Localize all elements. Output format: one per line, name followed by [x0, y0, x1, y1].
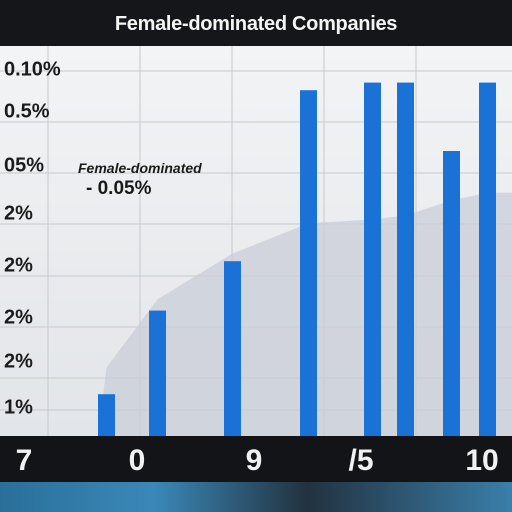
bar-7: [479, 82, 496, 436]
y-tick-label-3: 2%: [4, 202, 33, 225]
annotation-value: - 0.05%: [86, 178, 152, 199]
bar-0: [98, 394, 115, 436]
y-tick-label-5: 2%: [4, 306, 33, 329]
x-tick-label-0: 7: [15, 444, 33, 477]
bar-1: [149, 310, 166, 436]
bar-3: [300, 90, 317, 436]
y-tick-label-6: 2%: [4, 350, 33, 373]
title-bar: Female-dominated Companies: [0, 0, 512, 46]
x-tick-label-2: 9: [245, 444, 263, 477]
x-tick-label-4: 10: [465, 444, 499, 477]
y-tick-label-7: 1%: [4, 396, 33, 419]
x-tick-label-1: 0: [128, 444, 146, 477]
y-tick-label-2: 05%: [4, 154, 45, 177]
bar-5: [397, 82, 414, 436]
annotation-label: Female-dominated: [78, 160, 202, 176]
x-axis: [0, 436, 512, 482]
plot-area: [0, 46, 512, 436]
annotation: Female-dominated - 0.05%: [78, 160, 202, 200]
y-tick-label-4: 2%: [4, 254, 33, 277]
chart-title: Female-dominated Companies: [114, 13, 398, 35]
plot-svg: [0, 46, 512, 436]
y-tick-label-1: 0.5%: [4, 100, 50, 123]
y-tick-label-0: 0.10%: [4, 58, 61, 81]
bar-4: [364, 82, 381, 436]
bar-6: [443, 151, 460, 436]
bar-2: [224, 261, 241, 436]
bottom-strip: [0, 482, 512, 512]
x-tick-label-3: /5: [348, 444, 374, 477]
